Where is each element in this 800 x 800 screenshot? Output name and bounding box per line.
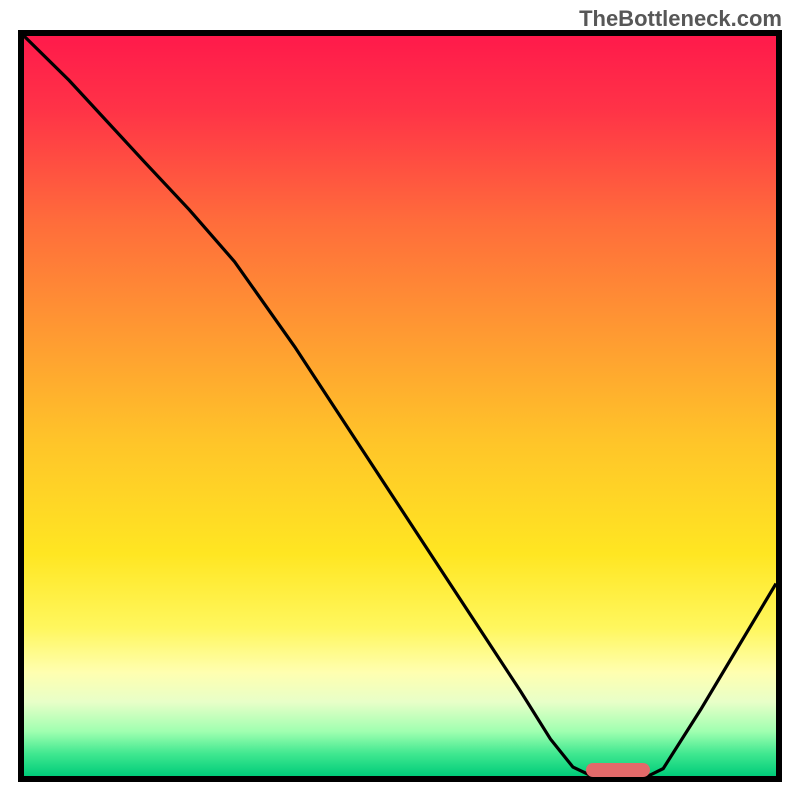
chart-frame	[18, 30, 782, 782]
watermark-text: TheBottleneck.com	[579, 6, 782, 32]
optimal-marker	[586, 763, 651, 778]
chart-curve	[24, 36, 776, 776]
